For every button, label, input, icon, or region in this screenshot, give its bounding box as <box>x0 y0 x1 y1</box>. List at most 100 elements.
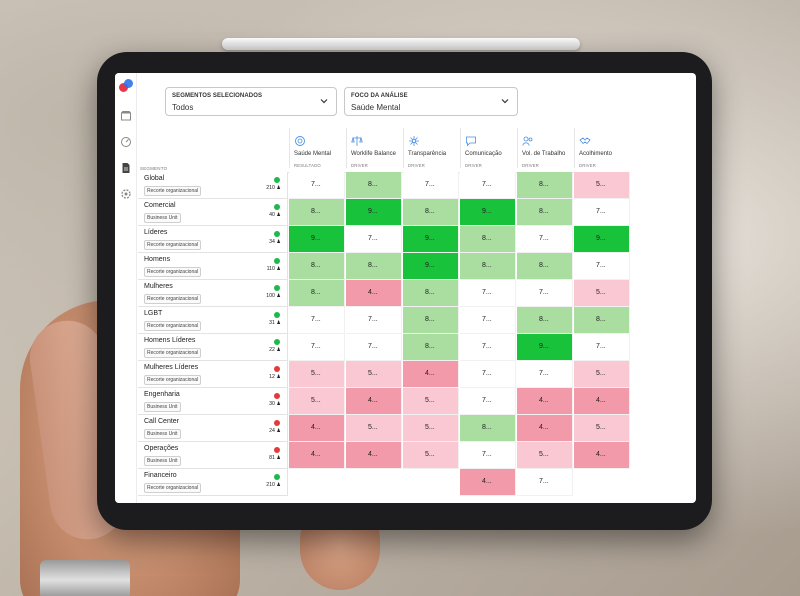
heatmap-cell[interactable]: 4... <box>346 280 402 307</box>
heatmap-cell[interactable]: 8... <box>460 415 516 442</box>
segment-row[interactable]: Mulheres Líderes Recorte organizacional 12… <box>138 361 288 388</box>
heatmap-cell[interactable]: 8... <box>403 307 459 334</box>
heatmap-cell[interactable]: 5... <box>403 415 459 442</box>
heatmap-cell[interactable]: 7... <box>517 361 573 388</box>
heatmap-cell[interactable]: 7... <box>517 280 573 307</box>
column-header[interactable]: Saúde Mental RESULTADO <box>289 128 346 168</box>
column-header[interactable]: Comunicação DRIVER <box>460 128 517 168</box>
heatmap-cell[interactable]: 5... <box>289 388 345 415</box>
store-icon[interactable] <box>120 109 132 121</box>
report-icon[interactable] <box>120 161 132 173</box>
heatmap-cell[interactable]: 9... <box>574 226 630 253</box>
heatmap-cell[interactable]: 7... <box>574 199 630 226</box>
segment-row[interactable]: Líderes Recorte organizacional 34 ♟ <box>138 226 288 253</box>
heatmap-cell[interactable]: 9... <box>289 226 345 253</box>
segment-row[interactable]: Financeiro Recorte organizacional 210 ♟ <box>138 469 288 496</box>
heatmap-cell[interactable]: 4... <box>346 442 402 469</box>
heatmap-cell[interactable]: 8... <box>574 307 630 334</box>
heatmap-cell[interactable]: 8... <box>346 253 402 280</box>
heatmap-cell[interactable]: 5... <box>574 280 630 307</box>
heatmap-cell[interactable]: 7... <box>460 334 516 361</box>
respondent-count: 210 ♟ <box>266 482 281 488</box>
app-screen: SEGMENTOS SELECIONADOS Todos FOCO DA ANÁ… <box>115 73 696 503</box>
heatmap-cell[interactable]: 8... <box>289 280 345 307</box>
heatmap-cell[interactable]: 4... <box>517 415 573 442</box>
heatmap-cell[interactable]: 7... <box>574 334 630 361</box>
heatmap-cell[interactable]: 8... <box>346 172 402 199</box>
segment-row[interactable]: Comercial Business Unit 40 ♟ <box>138 199 288 226</box>
heatmap-cell[interactable]: 7... <box>289 307 345 334</box>
cell-value: 7... <box>482 451 492 458</box>
heatmap-cell[interactable]: 9... <box>403 226 459 253</box>
heatmap-cell[interactable]: 7... <box>346 226 402 253</box>
heatmap-cell[interactable]: 7... <box>574 253 630 280</box>
column-header[interactable]: Transparência DRIVER <box>403 128 460 168</box>
heatmap-cell[interactable]: 4... <box>574 442 630 469</box>
heatmap-cell[interactable]: 7... <box>460 172 516 199</box>
heatmap-cell[interactable]: 4... <box>403 361 459 388</box>
respondent-count: 22 ♟ <box>269 347 281 353</box>
gauge-icon[interactable] <box>120 135 132 147</box>
focus-select[interactable]: FOCO DA ANÁLISE Saúde Mental <box>344 87 518 116</box>
heatmap-cell[interactable]: 8... <box>517 172 573 199</box>
heatmap-cell[interactable]: 7... <box>460 361 516 388</box>
cell-value: 8... <box>539 208 549 215</box>
segment-row[interactable]: LGBT Recorte organizacional 31 ♟ <box>138 307 288 334</box>
heatmap-cell[interactable]: 5... <box>403 388 459 415</box>
heatmap-cell[interactable]: 8... <box>517 307 573 334</box>
heatmap-cell[interactable]: 8... <box>460 253 516 280</box>
heatmap-cell[interactable]: 7... <box>346 334 402 361</box>
heatmap-cell[interactable]: 9... <box>460 199 516 226</box>
heatmap-cell[interactable]: 8... <box>517 253 573 280</box>
cell-value: 8... <box>425 316 435 323</box>
respondent-count: 40 ♟ <box>269 212 281 218</box>
heatmap-cell[interactable]: 8... <box>403 199 459 226</box>
heatmap-cell[interactable]: 8... <box>517 199 573 226</box>
heatmap-cell[interactable]: 7... <box>289 334 345 361</box>
heatmap-cell[interactable]: 4... <box>289 415 345 442</box>
heatmap-cell[interactable]: 4... <box>574 388 630 415</box>
heatmap-cell[interactable]: 5... <box>574 415 630 442</box>
heatmap-cell[interactable]: 7... <box>289 172 345 199</box>
heatmap-cell[interactable]: 7... <box>460 280 516 307</box>
segment-row[interactable]: Call Center Business Unit 24 ♟ <box>138 415 288 442</box>
heatmap-cell[interactable]: 5... <box>289 361 345 388</box>
heatmap-cell[interactable]: 4... <box>289 442 345 469</box>
heatmap-cell[interactable]: 9... <box>403 253 459 280</box>
heatmap-cell[interactable]: 7... <box>517 469 573 496</box>
heatmap-cell[interactable]: 7... <box>403 172 459 199</box>
heatmap-cell[interactable]: 7... <box>460 442 516 469</box>
segments-select[interactable]: SEGMENTOS SELECIONADOS Todos <box>165 87 337 116</box>
segment-row[interactable]: Mulheres Recorte organizacional 100 ♟ <box>138 280 288 307</box>
heatmap-cell[interactable]: 8... <box>403 280 459 307</box>
heatmap-cell[interactable]: 8... <box>460 226 516 253</box>
cell-value: 8... <box>539 181 549 188</box>
column-header[interactable]: Vol. de Trabalho DRIVER <box>517 128 574 168</box>
heatmap-cell[interactable]: 5... <box>403 442 459 469</box>
heatmap-cell[interactable]: 5... <box>517 442 573 469</box>
heatmap-cell[interactable]: 5... <box>574 361 630 388</box>
heatmap-cell[interactable]: 4... <box>460 469 516 496</box>
segment-row[interactable]: Engenharia Business Unit 30 ♟ <box>138 388 288 415</box>
heatmap-cell[interactable]: 7... <box>460 307 516 334</box>
heatmap-cell[interactable]: 9... <box>346 199 402 226</box>
heatmap-cell[interactable]: 5... <box>346 361 402 388</box>
segment-row[interactable]: Global Recorte organizacional 210 ♟ <box>138 172 288 199</box>
column-header[interactable]: Worklife Balance DRIVER <box>346 128 403 168</box>
heatmap-cell[interactable]: 9... <box>517 334 573 361</box>
settings-icon[interactable] <box>120 187 132 199</box>
heatmap-cell[interactable]: 8... <box>289 253 345 280</box>
heatmap-cell[interactable]: 5... <box>574 172 630 199</box>
column-header[interactable]: Acolhimento DRIVER <box>574 128 631 168</box>
heatmap-cell[interactable]: 4... <box>517 388 573 415</box>
heatmap-cell[interactable]: 4... <box>346 388 402 415</box>
heatmap-cell[interactable]: 7... <box>517 226 573 253</box>
heatmap-cell[interactable]: 7... <box>460 388 516 415</box>
heatmap-cell[interactable]: 8... <box>403 334 459 361</box>
heatmap-cell[interactable]: 5... <box>346 415 402 442</box>
heatmap-cell[interactable]: 8... <box>289 199 345 226</box>
heatmap-cell[interactable]: 7... <box>346 307 402 334</box>
segment-row[interactable]: Homens Recorte organizacional 110 ♟ <box>138 253 288 280</box>
segment-row[interactable]: Homens Líderes Recorte organizacional 22 ♟ <box>138 334 288 361</box>
segment-row[interactable]: Operações Business Unit 81 ♟ <box>138 442 288 469</box>
